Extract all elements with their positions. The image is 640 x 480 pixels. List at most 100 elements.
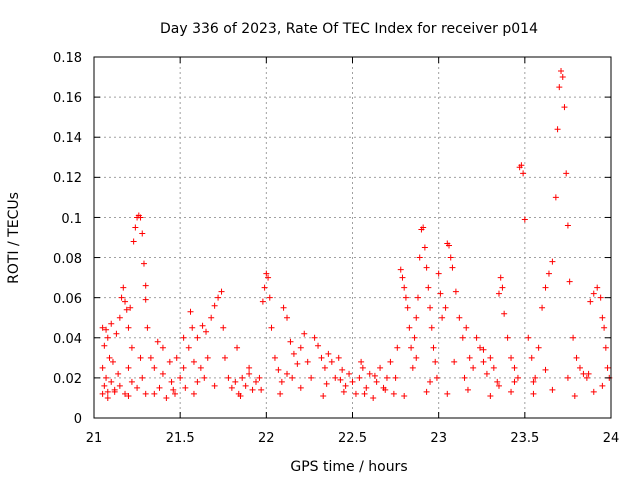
data-point [542,366,549,373]
data-point [246,364,253,371]
data-point [435,270,442,277]
data-point [275,366,282,373]
data-point [199,322,206,329]
data-point [558,68,565,75]
data-point [242,382,249,389]
data-point [473,334,480,341]
data-point [116,382,123,389]
data-point [470,364,477,371]
data-point [287,338,294,345]
y-tick-label: 0.18 [53,51,82,66]
data-point [142,390,149,397]
data-point [139,230,146,237]
data-point [363,384,370,391]
data-point [259,298,266,305]
data-point [320,392,327,399]
data-point [408,344,415,351]
data-point [144,324,151,331]
data-point [99,390,106,397]
data-point [404,304,411,311]
data-point [265,274,272,281]
data-point [170,386,177,393]
data-point [332,374,339,381]
data-point [401,284,408,291]
data-point [504,334,511,341]
data-point [499,284,506,291]
data-points [99,68,613,401]
data-point [532,374,539,381]
data-point [142,282,149,289]
data-point [594,284,601,291]
data-point [215,294,222,301]
data-point [387,358,394,365]
data-point [277,390,284,397]
data-point [337,376,344,383]
data-point [352,390,359,397]
axis-ticks [93,56,612,419]
data-point [142,296,149,303]
data-point [249,386,256,393]
data-point [103,326,110,333]
data-point [159,344,166,351]
data-point [373,378,380,385]
data-point [263,270,270,277]
x-tick-label: 24 [603,431,620,446]
data-point [280,304,287,311]
data-point [211,302,218,309]
chart-title: Day 336 of 2023, Rate Of TEC Index for r… [160,21,538,37]
data-point [197,364,204,371]
data-point [521,216,528,223]
data-point [439,314,446,321]
data-point [535,344,542,351]
data-point [268,324,275,331]
y-tick-label: 0.02 [53,372,82,387]
data-point [411,334,418,341]
data-point [563,170,570,177]
x-tick-label: 22.5 [338,431,367,446]
data-point [446,242,453,249]
y-tick-label: 0.06 [53,292,82,307]
data-point [413,314,420,321]
data-point [525,334,532,341]
data-point [271,354,278,361]
data-point [449,264,456,271]
data-point [208,314,215,321]
data-point [483,370,490,377]
data-point [116,314,123,321]
data-point [294,360,301,367]
data-point [382,386,389,393]
x-tick-label: 23.5 [510,431,539,446]
data-point [427,304,434,311]
data-point [413,354,420,361]
data-point [501,310,508,317]
data-point [118,294,125,301]
data-point [125,364,132,371]
data-point [106,354,113,361]
data-point [304,358,311,365]
data-point [390,390,397,397]
data-point [134,384,141,391]
data-point [511,378,518,385]
data-point [423,388,430,395]
data-point [232,378,239,385]
data-point [456,314,463,321]
data-point [401,392,408,399]
data-point [494,378,501,385]
data-point [189,324,196,331]
data-point [130,238,137,245]
data-point [366,370,373,377]
data-point [556,84,563,91]
data-point [190,358,197,365]
data-point [323,380,330,387]
data-point [571,392,578,399]
data-point [335,354,342,361]
data-point [185,344,192,351]
data-point [394,344,401,351]
data-point [261,284,268,291]
data-point [266,294,273,301]
data-point [564,374,571,381]
data-point [464,386,471,393]
data-point [497,274,504,281]
data-point [518,162,525,169]
data-point [132,224,139,231]
